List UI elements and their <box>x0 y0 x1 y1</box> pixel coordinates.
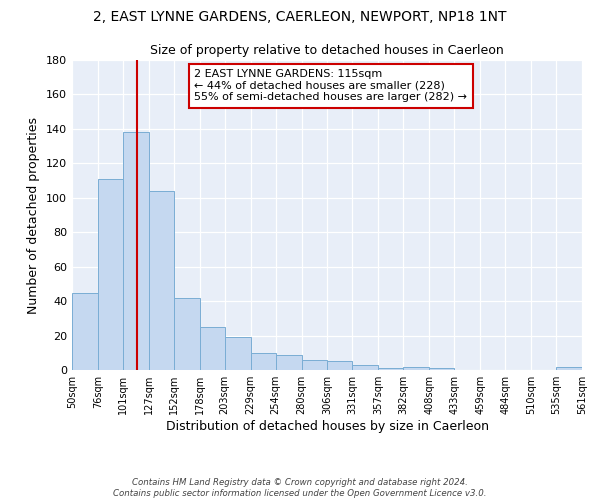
Bar <box>149 191 174 370</box>
Bar <box>251 353 275 370</box>
Bar <box>379 368 403 370</box>
Bar <box>275 354 302 370</box>
Bar <box>302 360 328 370</box>
Bar <box>200 327 225 370</box>
Bar <box>556 366 582 370</box>
Bar <box>352 365 379 370</box>
Bar <box>98 179 123 370</box>
Text: 2 EAST LYNNE GARDENS: 115sqm
← 44% of detached houses are smaller (228)
55% of s: 2 EAST LYNNE GARDENS: 115sqm ← 44% of de… <box>194 70 467 102</box>
Bar <box>174 298 200 370</box>
Bar <box>72 292 98 370</box>
Text: Contains HM Land Registry data © Crown copyright and database right 2024.
Contai: Contains HM Land Registry data © Crown c… <box>113 478 487 498</box>
Bar <box>328 362 352 370</box>
X-axis label: Distribution of detached houses by size in Caerleon: Distribution of detached houses by size … <box>166 420 488 433</box>
Bar <box>429 368 454 370</box>
Bar <box>403 366 429 370</box>
Text: 2, EAST LYNNE GARDENS, CAERLEON, NEWPORT, NP18 1NT: 2, EAST LYNNE GARDENS, CAERLEON, NEWPORT… <box>93 10 507 24</box>
Bar <box>123 132 149 370</box>
Title: Size of property relative to detached houses in Caerleon: Size of property relative to detached ho… <box>150 44 504 58</box>
Bar <box>225 338 251 370</box>
Y-axis label: Number of detached properties: Number of detached properties <box>28 116 40 314</box>
